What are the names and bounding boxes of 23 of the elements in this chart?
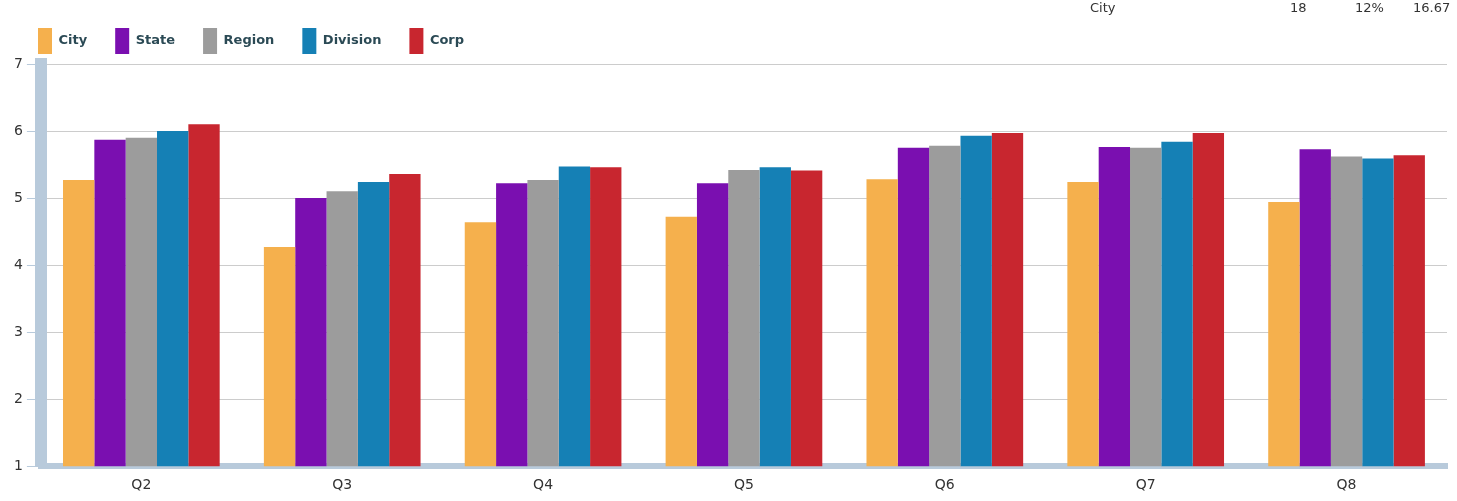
legend-label: Division [322, 32, 382, 48]
y-tick-label: 3 [13, 322, 23, 339]
x-tick-label: Q4 [533, 476, 554, 493]
x-tick-label: Q7 [1135, 476, 1156, 493]
x-tick-label: Q8 [1336, 476, 1357, 493]
y-tick-label: 1 [13, 456, 23, 473]
x-tick-label: Q3 [332, 476, 353, 493]
legend-label: Region [223, 32, 275, 48]
x-tick-label: Q2 [131, 476, 152, 493]
text: City [1090, 0, 1116, 15]
y-tick-label: 6 [13, 121, 23, 138]
text: 16.67 [1413, 0, 1451, 15]
y-tick-label: 7 [13, 54, 23, 71]
text: 12% [1355, 0, 1384, 15]
legend-label: Corp [429, 32, 465, 48]
y-tick-label: 2 [13, 389, 23, 406]
text: 18 [1290, 0, 1307, 15]
x-tick-label: Q5 [733, 476, 754, 493]
legend-label: City [58, 32, 88, 48]
x-tick-label: Q6 [934, 476, 955, 493]
y-tick-label: 5 [13, 188, 23, 205]
legend-label: State [135, 32, 176, 48]
y-tick-label: 4 [13, 255, 23, 272]
